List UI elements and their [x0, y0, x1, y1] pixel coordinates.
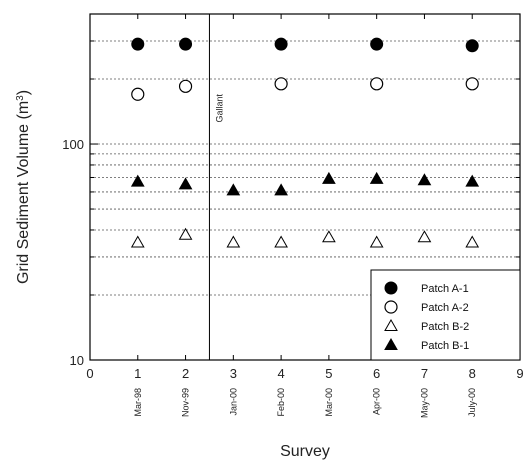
legend-entry: Patch B-1 — [384, 337, 469, 352]
data-point — [130, 235, 145, 248]
series-patch-a-1 — [131, 37, 479, 53]
y-tick-labels: 10 100 — [62, 137, 84, 368]
x-tick-label: 6 — [373, 366, 380, 381]
x-tick-label: 7 — [421, 366, 428, 381]
data-point — [178, 177, 193, 190]
data-point — [417, 173, 432, 186]
data-markers — [130, 37, 480, 248]
plot-area — [89, 13, 521, 361]
legend-marker — [384, 281, 398, 295]
y-tick-label: 100 — [62, 137, 84, 152]
data-point — [322, 230, 336, 243]
data-point — [465, 174, 480, 187]
data-point — [465, 39, 479, 53]
x-tick-label: 1 — [134, 366, 141, 381]
legend-entry: Patch A-1 — [384, 281, 469, 295]
legend-entry: Patch A-2 — [384, 300, 469, 314]
gridlines — [90, 13, 520, 296]
y-axis-title-close: ) — [15, 90, 32, 95]
series-patch-b-1 — [130, 171, 480, 196]
data-point — [226, 235, 241, 248]
data-point — [226, 183, 241, 196]
data-point — [131, 87, 145, 101]
x-tick-label: 4 — [277, 366, 284, 381]
data-point — [274, 37, 288, 51]
series-patch-a-2 — [131, 77, 479, 101]
x-axis-title: Survey — [280, 443, 330, 460]
legend-marker — [384, 300, 398, 314]
x-tick-label: 0 — [86, 366, 93, 381]
data-point — [369, 171, 384, 184]
x-tick-label: 2 — [182, 366, 189, 381]
survey-date-label: May-00 — [419, 388, 429, 418]
data-point — [274, 183, 288, 196]
survey-date-label: Jan-00 — [228, 388, 238, 416]
x-tick-label: 8 — [469, 366, 476, 381]
survey-date-labels: Mar-98 Nov-99 Jan-00 Feb-00 Mar-00 Apr-00 May-… — [133, 388, 477, 418]
legend-entry: Patch B-2 — [384, 318, 469, 333]
survey-date-label: Mar-98 — [133, 388, 143, 417]
data-point — [370, 37, 384, 51]
survey-date-label: July-00 — [467, 388, 477, 417]
data-point — [369, 235, 384, 248]
survey-date-label: Mar-00 — [324, 388, 334, 417]
data-point — [274, 77, 288, 91]
x-tick-label: 3 — [230, 366, 237, 381]
data-point — [130, 174, 145, 187]
series-patch-b-2 — [130, 227, 480, 248]
x-tick-labels: 0 1 2 3 4 5 6 7 8 9 — [86, 366, 523, 381]
legend-marker — [384, 318, 398, 331]
y-axis-title-superscript: 3 — [15, 95, 26, 101]
legend-label: Patch B-1 — [421, 340, 469, 352]
data-point — [370, 77, 384, 91]
legend-label: Patch A-1 — [421, 283, 469, 295]
legend-marker — [384, 337, 398, 350]
data-point — [274, 235, 288, 248]
survey-date-label: Feb-00 — [276, 388, 286, 417]
y-axis-title-text: Grid Sediment Volume (m — [15, 101, 32, 284]
data-point — [465, 77, 479, 91]
gallant-annotation: Gallant — [214, 94, 224, 123]
data-point — [178, 227, 193, 240]
legend: Patch A-1 Patch A-2 Patch B-2 Patch B-1 — [370, 269, 521, 361]
survey-date-label: Apr-00 — [372, 388, 382, 415]
data-point — [417, 230, 432, 243]
data-point — [465, 235, 480, 248]
y-tick-label: 10 — [70, 353, 84, 368]
data-point — [322, 171, 336, 184]
data-point — [178, 79, 193, 93]
y-axis-title: Grid Sediment Volume (m3) — [15, 90, 33, 284]
data-point — [179, 37, 193, 51]
x-tick-label: 9 — [516, 366, 523, 381]
data-point — [131, 37, 145, 51]
x-tick-label: 5 — [325, 366, 332, 381]
legend-label: Patch A-2 — [421, 302, 469, 314]
survey-date-label: Nov-99 — [181, 388, 191, 417]
legend-label: Patch B-2 — [421, 321, 469, 333]
